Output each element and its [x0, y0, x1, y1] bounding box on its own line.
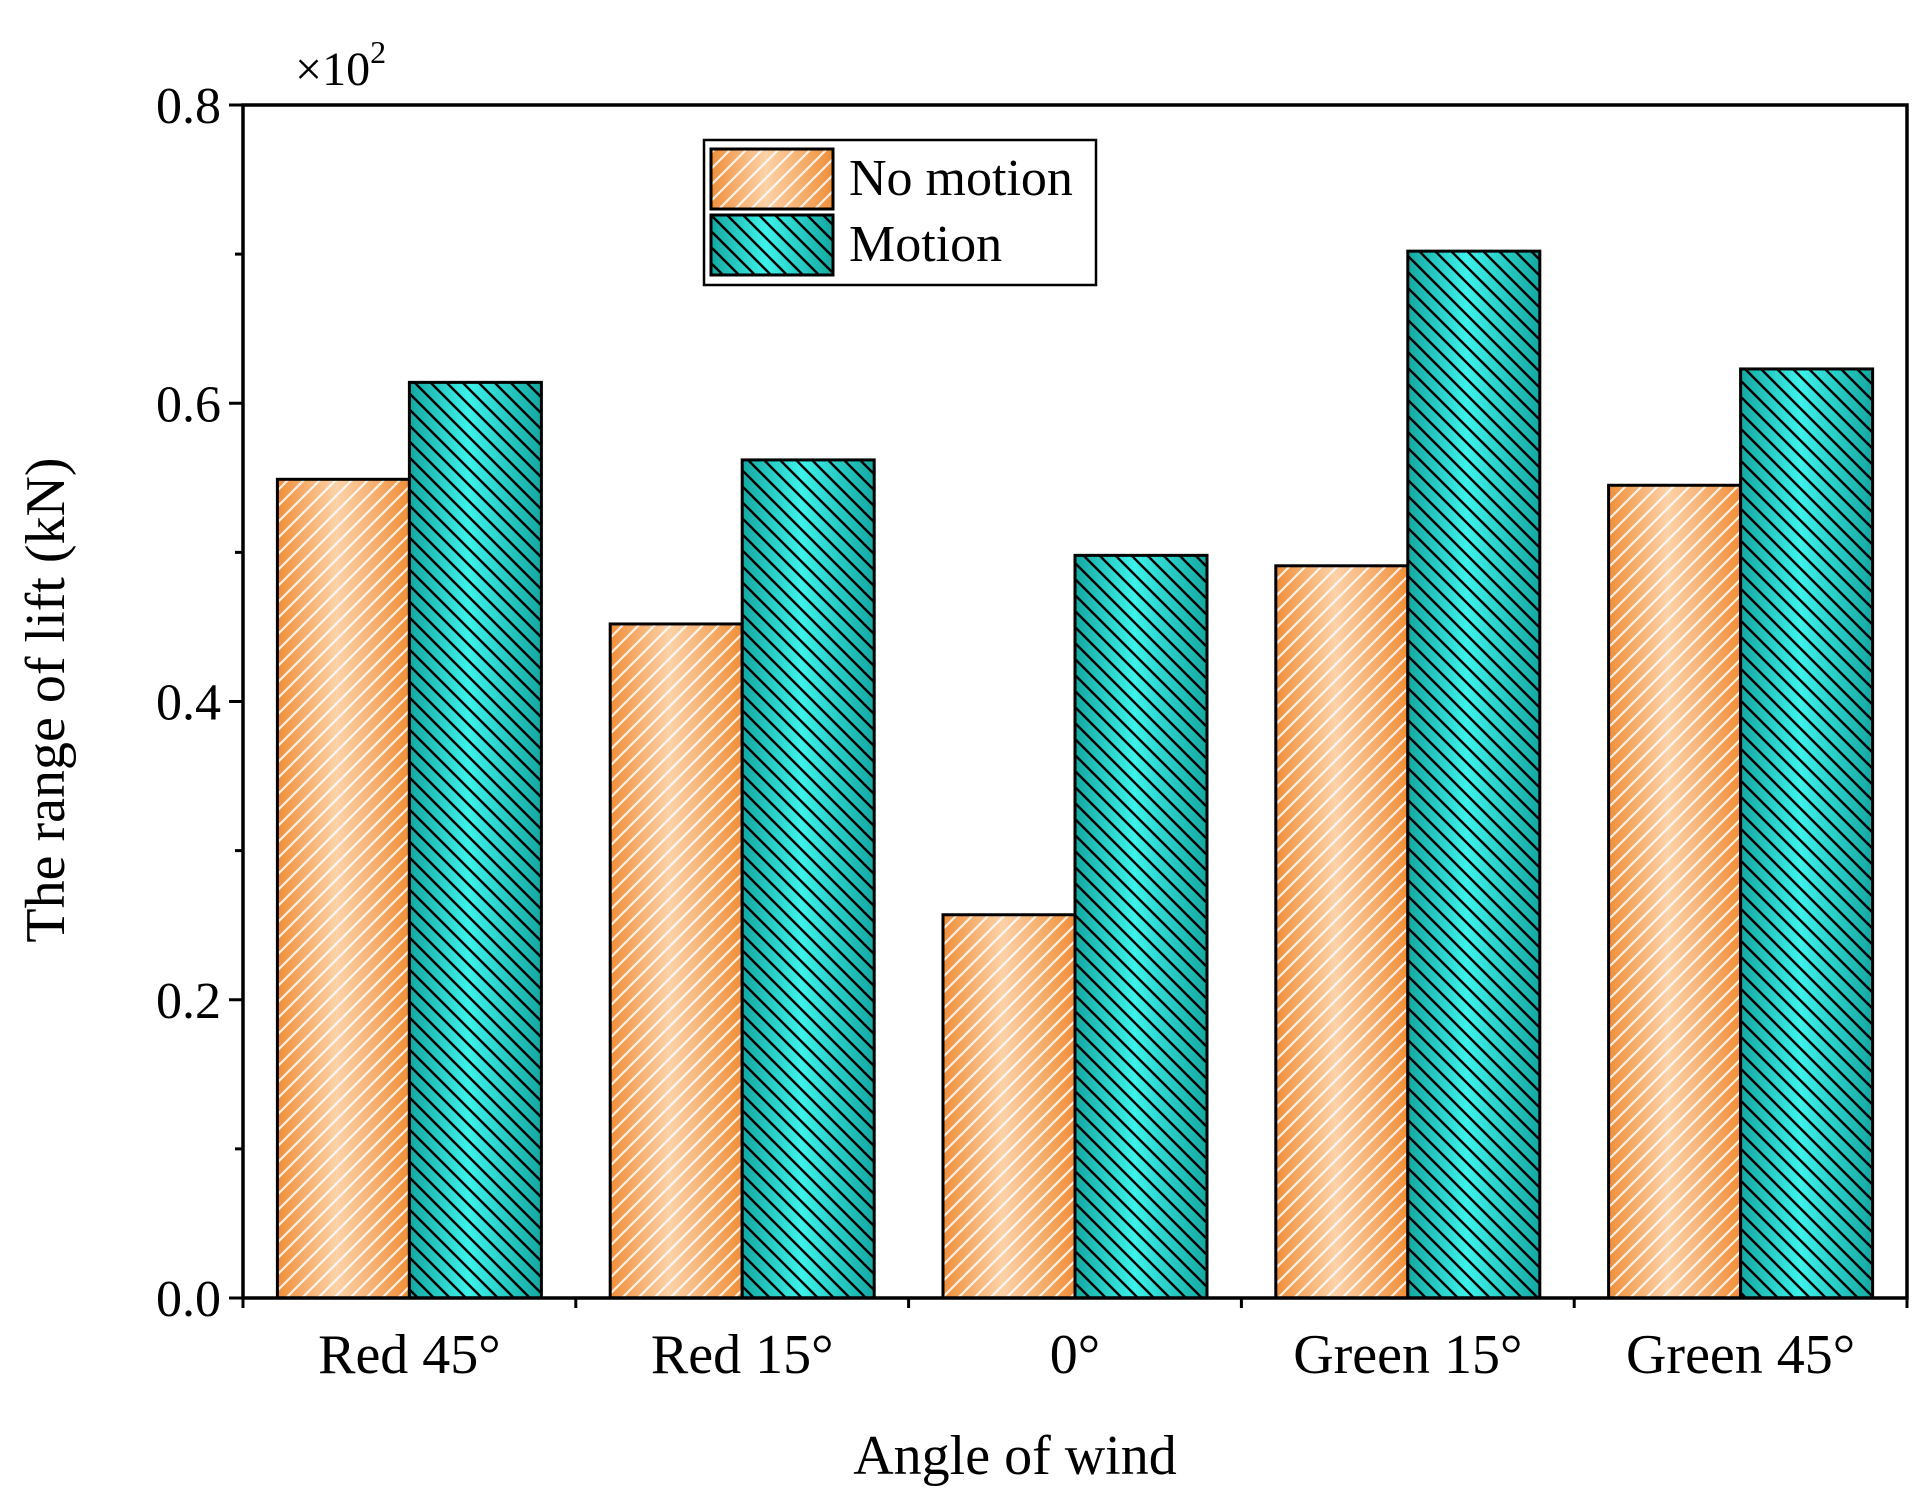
no-motion-bar-4-hatch [1275, 565, 1408, 1298]
motion-bar-5 [1739, 367, 1875, 1300]
y-multiplier-base: ×10 [295, 43, 370, 96]
y-tick-label-4: 0.6 [156, 376, 221, 433]
y-multiplier-exponent: 2 [370, 34, 386, 70]
motion-bar-4 [1406, 249, 1542, 1300]
x-axis-label: Angle of wind [853, 1425, 1177, 1487]
legend-swatch-no-motion-hatch [711, 149, 833, 209]
legend-swatch-motion [709, 213, 835, 277]
legend-label-no-motion: No motion [849, 150, 1073, 207]
no-motion-bar-3-hatch [943, 914, 1075, 1298]
motion-bar-3 [1073, 553, 1209, 1300]
no-motion-bar-1-hatch [277, 479, 410, 1299]
no-motion-bar-2 [608, 622, 744, 1300]
x-tick-label-3: 0° [1050, 1324, 1100, 1386]
no-motion-bar-5-hatch [1608, 485, 1741, 1298]
y-axis-multiplier: ×102 [295, 34, 386, 96]
motion-bar-2 [740, 458, 876, 1300]
x-tick-label-4: Green 15° [1293, 1324, 1522, 1386]
motion-bar-1-hatch [409, 382, 542, 1298]
y-axis-label: The range of lift (kN) [15, 457, 77, 942]
motion-bar-1 [407, 380, 543, 1300]
legend: No motion Motion [702, 138, 1098, 287]
legend-label-motion: Motion [849, 216, 1002, 273]
no-motion-bar-4 [1274, 564, 1410, 1300]
motion-bar-2-hatch [742, 459, 875, 1299]
motion-bar-4-hatch [1407, 251, 1540, 1299]
motion-bar-5-hatch [1740, 368, 1873, 1298]
y-tick-label-3: 0.4 [156, 675, 221, 732]
x-tick-label-5: Green 45° [1626, 1324, 1855, 1386]
legend-swatch-no-motion [709, 147, 835, 211]
bars-group [275, 249, 1875, 1300]
y-tick-label-1: 0.0 [156, 1271, 221, 1328]
no-motion-bar-3 [941, 913, 1077, 1300]
no-motion-bar-1 [275, 477, 411, 1300]
axes-group: Red 45° Red 15° 0° Green 15° Green 45° 0.0 0.2… [156, 78, 1909, 1386]
legend-swatch-motion-outline [709, 213, 835, 277]
no-motion-bar-2-hatch [610, 623, 743, 1298]
y-tick-label-5: 0.8 [156, 78, 221, 135]
x-tick-label-1: Red 45° [318, 1324, 501, 1386]
y-tick-label-2: 0.2 [156, 973, 221, 1030]
motion-bar-3-hatch [1075, 555, 1207, 1298]
no-motion-bar-5 [1607, 483, 1743, 1300]
x-tick-label-2: Red 15° [651, 1324, 834, 1386]
legend-swatch-motion-hatch [711, 215, 833, 275]
legend-swatch-no-motion-outline [709, 147, 835, 211]
